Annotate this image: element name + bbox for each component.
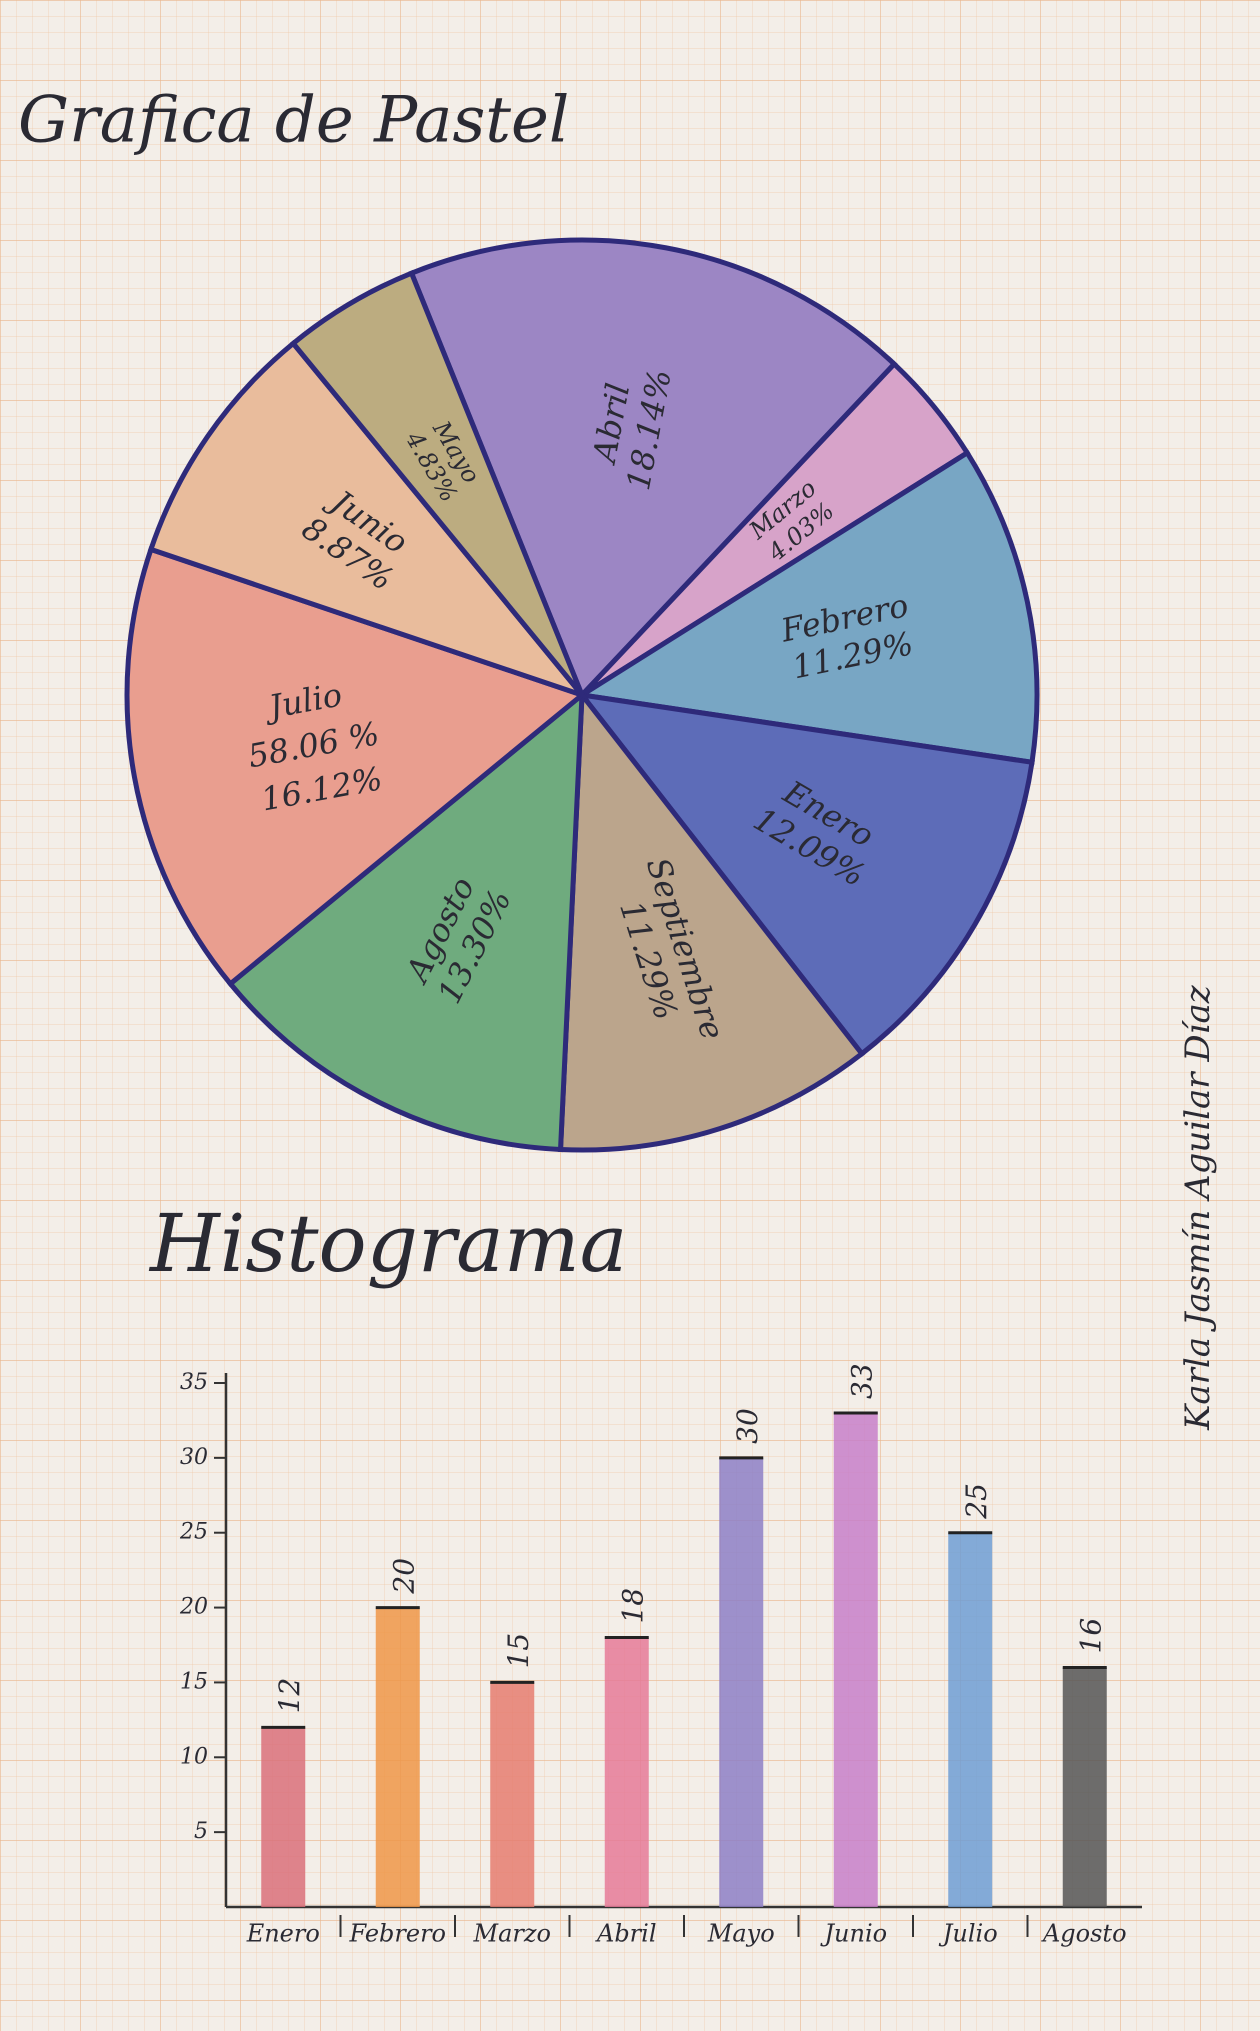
y-tick-label: 15	[180, 1669, 208, 1694]
y-tick-label: 35	[180, 1370, 208, 1395]
x-tick-label: Marzo	[473, 1920, 551, 1948]
y-tick-label: 10	[180, 1744, 208, 1769]
y-tick-label: 30	[180, 1445, 208, 1470]
author: Karla Jasmín Aguilar Díaz	[1178, 984, 1218, 1431]
y-tick-label: 20	[179, 1595, 208, 1620]
bar	[719, 1457, 764, 1907]
bar	[948, 1532, 993, 1907]
bar	[833, 1412, 878, 1907]
pie-slice	[557, 688, 866, 1153]
pie-slice	[576, 691, 1035, 1058]
value-label: 16	[1074, 1618, 1107, 1654]
y-tick-label: 25	[179, 1520, 208, 1545]
y-tick-label: 5	[194, 1819, 208, 1844]
pie-slice	[289, 269, 585, 697]
pie-title: Grafica de Pastel	[18, 84, 569, 158]
bar	[604, 1637, 649, 1907]
x-tick-label: Mayo	[707, 1920, 775, 1948]
x-tick-label: Febrero	[348, 1920, 446, 1948]
value-label: 18	[616, 1588, 649, 1624]
pie-slice	[408, 237, 898, 700]
x-tick-label: Junio	[819, 1920, 887, 1948]
x-tick-label: Abril	[595, 1920, 657, 1948]
bar	[261, 1727, 306, 1907]
value-label: 20	[387, 1558, 420, 1595]
pie-slice	[226, 689, 585, 1153]
pie-slice	[574, 449, 1040, 766]
value-label: 15	[502, 1633, 535, 1669]
value-label: 33	[845, 1363, 878, 1399]
bar	[375, 1607, 420, 1907]
value-label: 12	[273, 1678, 306, 1714]
value-label: 30	[731, 1408, 764, 1444]
bar-title: Histograma	[148, 1197, 627, 1290]
bar	[490, 1682, 535, 1907]
bar	[1062, 1667, 1107, 1907]
pie-slice	[147, 339, 590, 701]
x-tick-label: Enero	[246, 1920, 320, 1948]
x-tick-label: Agosto	[1041, 1920, 1127, 1948]
x-tick-label: Julio	[938, 1920, 998, 1948]
value-label: 25	[960, 1483, 993, 1520]
